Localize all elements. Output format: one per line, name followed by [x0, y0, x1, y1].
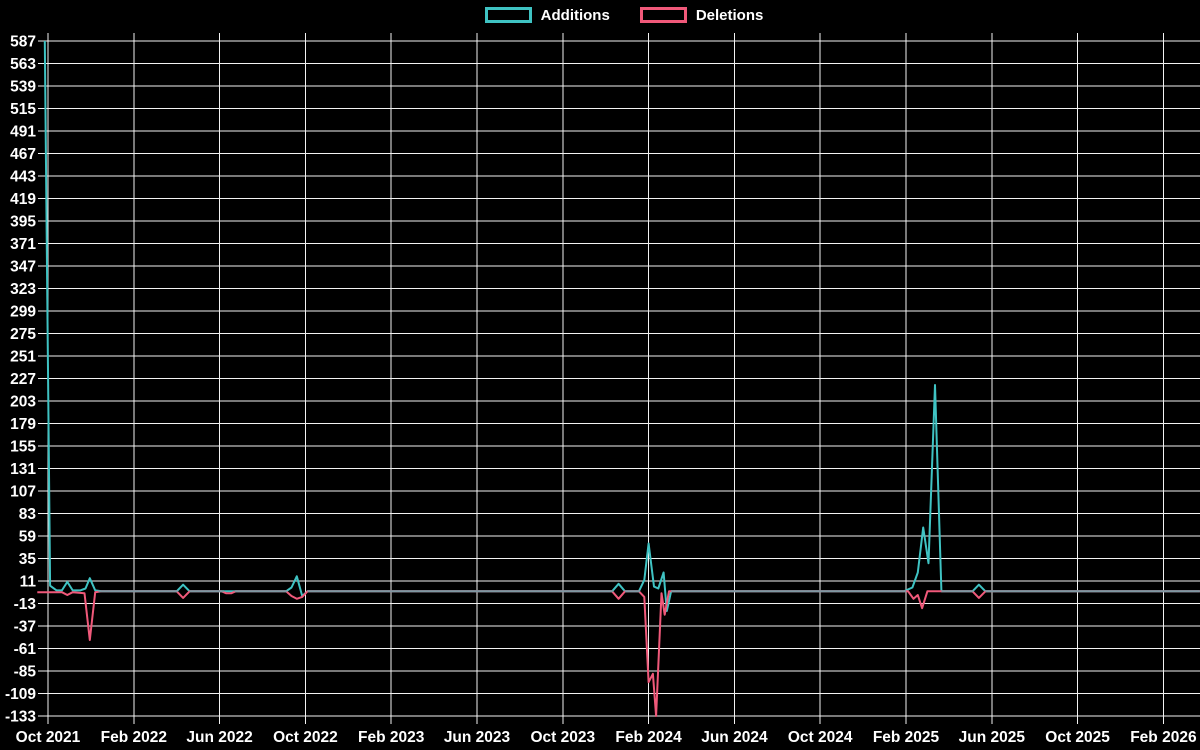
x-tick-label: Oct 2024 [788, 729, 853, 746]
y-tick-label: 35 [19, 551, 37, 568]
y-tick-label: 203 [10, 393, 36, 410]
y-tick-label: 179 [10, 416, 36, 433]
y-tick-label: 395 [10, 213, 36, 230]
y-tick-label: 539 [10, 78, 36, 95]
x-tick-label: Oct 2025 [1045, 729, 1110, 746]
legend-item-deletions[interactable]: Deletions [639, 6, 764, 24]
y-tick-label: 83 [19, 506, 37, 523]
deletions-line [37, 590, 1200, 717]
y-tick-label: -61 [14, 641, 37, 658]
y-tick-label: -37 [14, 618, 36, 635]
y-tick-label: 347 [10, 258, 36, 275]
legend-item-additions[interactable]: Additions [484, 6, 610, 24]
y-tick-label: 11 [20, 573, 37, 590]
y-tick-label: 587 [10, 33, 36, 50]
additions-swatch-icon [484, 7, 532, 23]
y-tick-label: 275 [10, 326, 36, 343]
x-tick-label: Feb 2022 [101, 729, 167, 746]
x-tick-label: Oct 2023 [530, 729, 595, 746]
y-tick-label: 443 [10, 168, 36, 185]
y-tick-label: 371 [10, 236, 36, 253]
y-tick-label: 155 [10, 438, 36, 455]
x-tick-label: Jun 2025 [959, 729, 1026, 746]
y-tick-label: 419 [10, 191, 36, 208]
x-tick-label: Oct 2021 [16, 729, 81, 746]
y-tick-label: 227 [10, 371, 36, 388]
x-tick-label: Feb 2024 [615, 729, 682, 746]
x-tick-label: Feb 2026 [1130, 729, 1197, 746]
y-tick-label: -13 [14, 596, 37, 613]
y-tick-label: -85 [14, 663, 37, 680]
y-tick-label: 59 [19, 528, 37, 545]
x-tick-label: Jun 2024 [701, 729, 768, 746]
x-tick-label: Jun 2023 [444, 729, 511, 746]
x-tick-label: Oct 2022 [273, 729, 338, 746]
y-tick-label: 563 [10, 56, 36, 73]
y-tick-label: -109 [5, 686, 36, 703]
y-tick-label: 299 [10, 303, 36, 320]
y-tick-label: 131 [10, 461, 36, 478]
legend-label-additions: Additions [540, 6, 610, 24]
y-tick-label: -133 [5, 708, 36, 725]
y-tick-label: 107 [10, 483, 36, 500]
x-tick-label: Jun 2022 [186, 729, 252, 746]
y-tick-label: 491 [10, 123, 36, 140]
y-tick-label: 323 [10, 281, 36, 298]
y-tick-label: 515 [10, 101, 36, 118]
legend-label-deletions: Deletions [695, 6, 764, 24]
y-tick-label: 251 [10, 348, 36, 365]
x-tick-label: Feb 2025 [873, 729, 940, 746]
deletions-swatch-icon [639, 7, 687, 23]
y-tick-label: 467 [10, 146, 36, 163]
chart-legend: Additions Deletions [48, 7, 1200, 23]
additions-line [43, 40, 1200, 612]
x-tick-label: Feb 2023 [358, 729, 425, 746]
